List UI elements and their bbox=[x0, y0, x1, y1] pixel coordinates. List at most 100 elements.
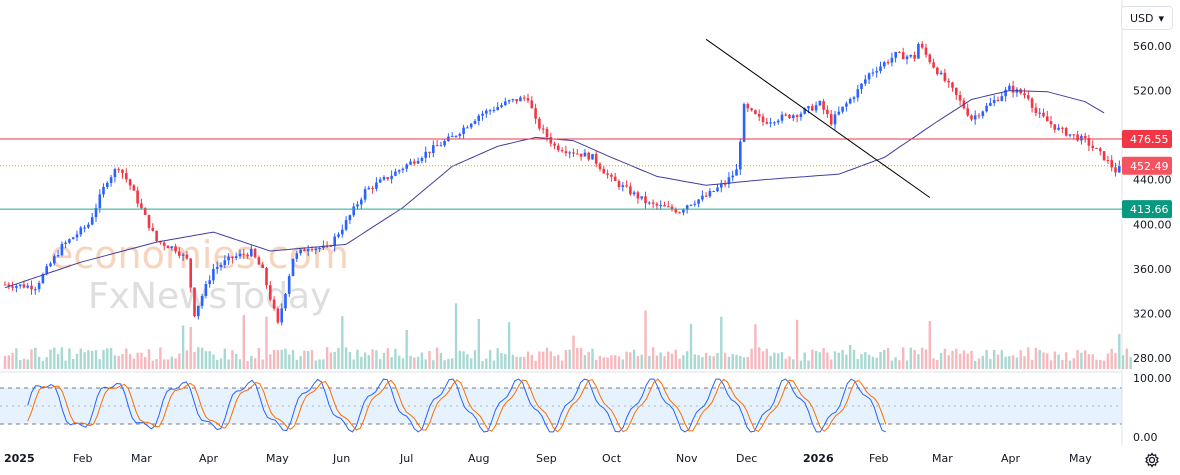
volume-bar bbox=[758, 347, 761, 369]
volume-bar bbox=[94, 350, 98, 369]
candle bbox=[386, 176, 390, 181]
volume-bar bbox=[109, 347, 113, 369]
volume-bar bbox=[75, 353, 79, 369]
candle bbox=[401, 167, 405, 174]
volume-bar bbox=[1068, 360, 1072, 369]
time-tick-label: May bbox=[266, 452, 289, 465]
volume-bar bbox=[189, 326, 192, 369]
candle bbox=[750, 107, 753, 112]
volume-bar bbox=[697, 355, 700, 369]
oscillator-tick-label: 0.00 bbox=[1133, 431, 1158, 444]
candle bbox=[867, 72, 871, 85]
candle bbox=[557, 143, 560, 153]
candle bbox=[68, 238, 71, 244]
candle bbox=[208, 275, 211, 288]
candle bbox=[610, 173, 613, 182]
candle bbox=[890, 52, 894, 67]
candle bbox=[200, 293, 204, 309]
price-tick-label: 400.00 bbox=[1133, 218, 1172, 231]
candle bbox=[151, 223, 155, 232]
candle bbox=[250, 245, 253, 258]
candle bbox=[435, 140, 439, 147]
volume-bar bbox=[144, 357, 147, 369]
volume-bar bbox=[507, 322, 511, 369]
volume-bar bbox=[106, 348, 109, 369]
volume-bar bbox=[704, 352, 708, 369]
volume-bar bbox=[125, 348, 128, 369]
volume-bar bbox=[742, 357, 746, 369]
volume-bar bbox=[1087, 354, 1091, 369]
candle bbox=[757, 109, 761, 121]
settings-button[interactable] bbox=[1142, 450, 1162, 470]
volume-bar bbox=[568, 349, 571, 369]
volume-bar bbox=[405, 330, 408, 369]
candle bbox=[136, 186, 139, 208]
candle bbox=[390, 170, 393, 184]
volume-bar bbox=[492, 360, 496, 369]
candle bbox=[776, 119, 780, 125]
stochastic-d-line bbox=[27, 378, 887, 433]
volume-bar bbox=[454, 303, 458, 369]
volume-bar bbox=[470, 358, 473, 369]
candle bbox=[11, 281, 14, 292]
candle bbox=[60, 241, 64, 257]
candle bbox=[447, 133, 450, 142]
volume-bar bbox=[542, 351, 545, 369]
candle bbox=[909, 54, 913, 59]
candle bbox=[109, 175, 113, 187]
candle bbox=[269, 281, 272, 302]
volume-bar bbox=[1000, 350, 1003, 369]
candle bbox=[943, 68, 947, 83]
volume-bar bbox=[879, 352, 882, 369]
watermark-economies: economies.com bbox=[50, 233, 349, 277]
volume-bar bbox=[356, 349, 359, 369]
candle bbox=[382, 175, 386, 181]
volume-bar bbox=[1129, 357, 1132, 369]
candle bbox=[341, 224, 344, 238]
time-tick-label: Mar bbox=[131, 452, 152, 465]
volume-bar bbox=[337, 348, 340, 369]
candle bbox=[143, 207, 147, 216]
candle bbox=[306, 245, 310, 256]
candle bbox=[735, 164, 738, 176]
candle bbox=[769, 117, 772, 128]
candle bbox=[295, 250, 299, 262]
candle bbox=[1053, 124, 1057, 133]
volume-bar bbox=[500, 352, 503, 369]
volume-bar bbox=[1038, 349, 1041, 369]
candle bbox=[420, 156, 424, 164]
volume-bar bbox=[200, 347, 204, 369]
candle bbox=[860, 83, 863, 94]
candle bbox=[34, 286, 37, 295]
candle bbox=[651, 199, 655, 209]
volume-bar bbox=[636, 356, 640, 369]
volume-bar bbox=[644, 310, 647, 369]
price-tag-support: 413.66 bbox=[1122, 200, 1172, 219]
volume-bar bbox=[943, 348, 947, 369]
volume-bar bbox=[572, 335, 575, 369]
candle bbox=[602, 166, 606, 174]
candle bbox=[204, 281, 208, 299]
volume-bar bbox=[591, 348, 594, 369]
volume-bar bbox=[985, 349, 988, 369]
volume-bar bbox=[621, 359, 624, 369]
volume-bar bbox=[1121, 355, 1125, 369]
volume-bar bbox=[974, 361, 977, 369]
candlesticks bbox=[3, 41, 1132, 326]
candle bbox=[648, 201, 651, 205]
volume-bar bbox=[530, 354, 533, 369]
currency-selector[interactable]: USD ▾ bbox=[1121, 6, 1173, 30]
candle bbox=[462, 124, 465, 140]
candle bbox=[883, 60, 886, 69]
candle bbox=[541, 124, 545, 134]
candle bbox=[894, 51, 897, 63]
volume-bar bbox=[511, 354, 515, 369]
candle bbox=[799, 111, 803, 121]
volume-bar bbox=[56, 354, 60, 369]
volume-bar bbox=[348, 351, 352, 369]
candle bbox=[178, 247, 181, 259]
candle bbox=[41, 272, 45, 284]
candle bbox=[981, 110, 985, 119]
time-tick-label: Feb bbox=[73, 452, 92, 465]
